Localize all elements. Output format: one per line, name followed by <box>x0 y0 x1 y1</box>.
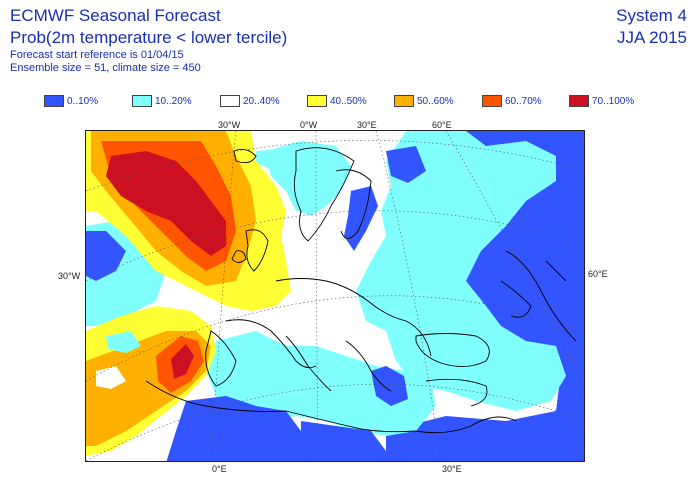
probability-map <box>85 130 585 462</box>
region-0-10-aegean <box>371 366 408 406</box>
legend-label: 40..50% <box>330 95 367 107</box>
legend-swatch <box>307 95 327 107</box>
region-0-10-scandinavia <box>344 186 378 251</box>
legend-item-50-60: 50..60% <box>394 94 454 108</box>
lon-label-left-30w: 30°W <box>58 271 81 281</box>
lon-label-bottom-0e: 0°E <box>212 464 227 474</box>
region-70-100-sw <box>171 344 194 379</box>
legend-item-60-70: 60..70% <box>482 94 542 108</box>
legend-item-0-10: 0..10% <box>44 94 98 108</box>
legend-label: 20..40% <box>243 95 280 107</box>
system-label: System 4 <box>616 6 687 25</box>
legend: 0..10% 10..20% 20..40% 40..50% 50..60% 6… <box>44 94 684 108</box>
legend-label: 10..20% <box>155 95 192 107</box>
legend-label: 60..70% <box>505 95 542 107</box>
region-10-20-sw <box>106 331 141 353</box>
region-0-10-south <box>166 396 301 461</box>
legend-swatch <box>44 95 64 107</box>
legend-item-70-100: 70..100% <box>569 94 634 108</box>
region-70-100-nw <box>106 151 226 256</box>
ensemble-size: Ensemble size = 51, climate size = 450 <box>10 62 201 74</box>
legend-item-20-40: 20..40% <box>220 94 280 108</box>
region-10-20-north <box>266 141 351 216</box>
legend-label: 70..100% <box>592 95 635 107</box>
lon-label-bottom-30e: 30°E <box>442 464 462 474</box>
region-0-10-barents <box>386 146 426 183</box>
region-0-10-atlantic <box>86 231 126 281</box>
legend-item-10-20: 10..20% <box>132 94 192 108</box>
region-0-10-sahara <box>301 421 386 461</box>
lon-label-right-60e: 60°E <box>588 269 608 279</box>
lon-label-top-60e: 60°E <box>432 120 452 130</box>
chart-subtitle: Prob(2m temperature < lower tercile) <box>10 28 288 47</box>
chart-title: ECMWF Seasonal Forecast <box>10 6 221 25</box>
season-label: JJA 2015 <box>617 28 687 47</box>
lon-label-top-30w: 30°W <box>218 120 241 130</box>
legend-swatch <box>569 95 589 107</box>
region-20-40-sw <box>96 366 126 389</box>
map-canvas <box>86 131 584 461</box>
legend-swatch <box>220 95 240 107</box>
region-10-20-iceland <box>256 149 286 169</box>
legend-swatch <box>132 95 152 107</box>
forecast-start-reference: Forecast start reference is 01/04/15 <box>10 49 184 61</box>
coastlines <box>145 147 577 434</box>
legend-label: 50..60% <box>417 95 454 107</box>
legend-swatch <box>482 95 502 107</box>
region-10-20-east <box>356 131 566 411</box>
legend-item-40-50: 40..50% <box>307 94 367 108</box>
lon-label-top-0w: 0°W <box>300 120 318 130</box>
lon-label-top-30e: 30°E <box>357 120 377 130</box>
legend-label: 0..10% <box>67 95 99 107</box>
graticule <box>86 131 584 461</box>
legend-swatch <box>394 95 414 107</box>
